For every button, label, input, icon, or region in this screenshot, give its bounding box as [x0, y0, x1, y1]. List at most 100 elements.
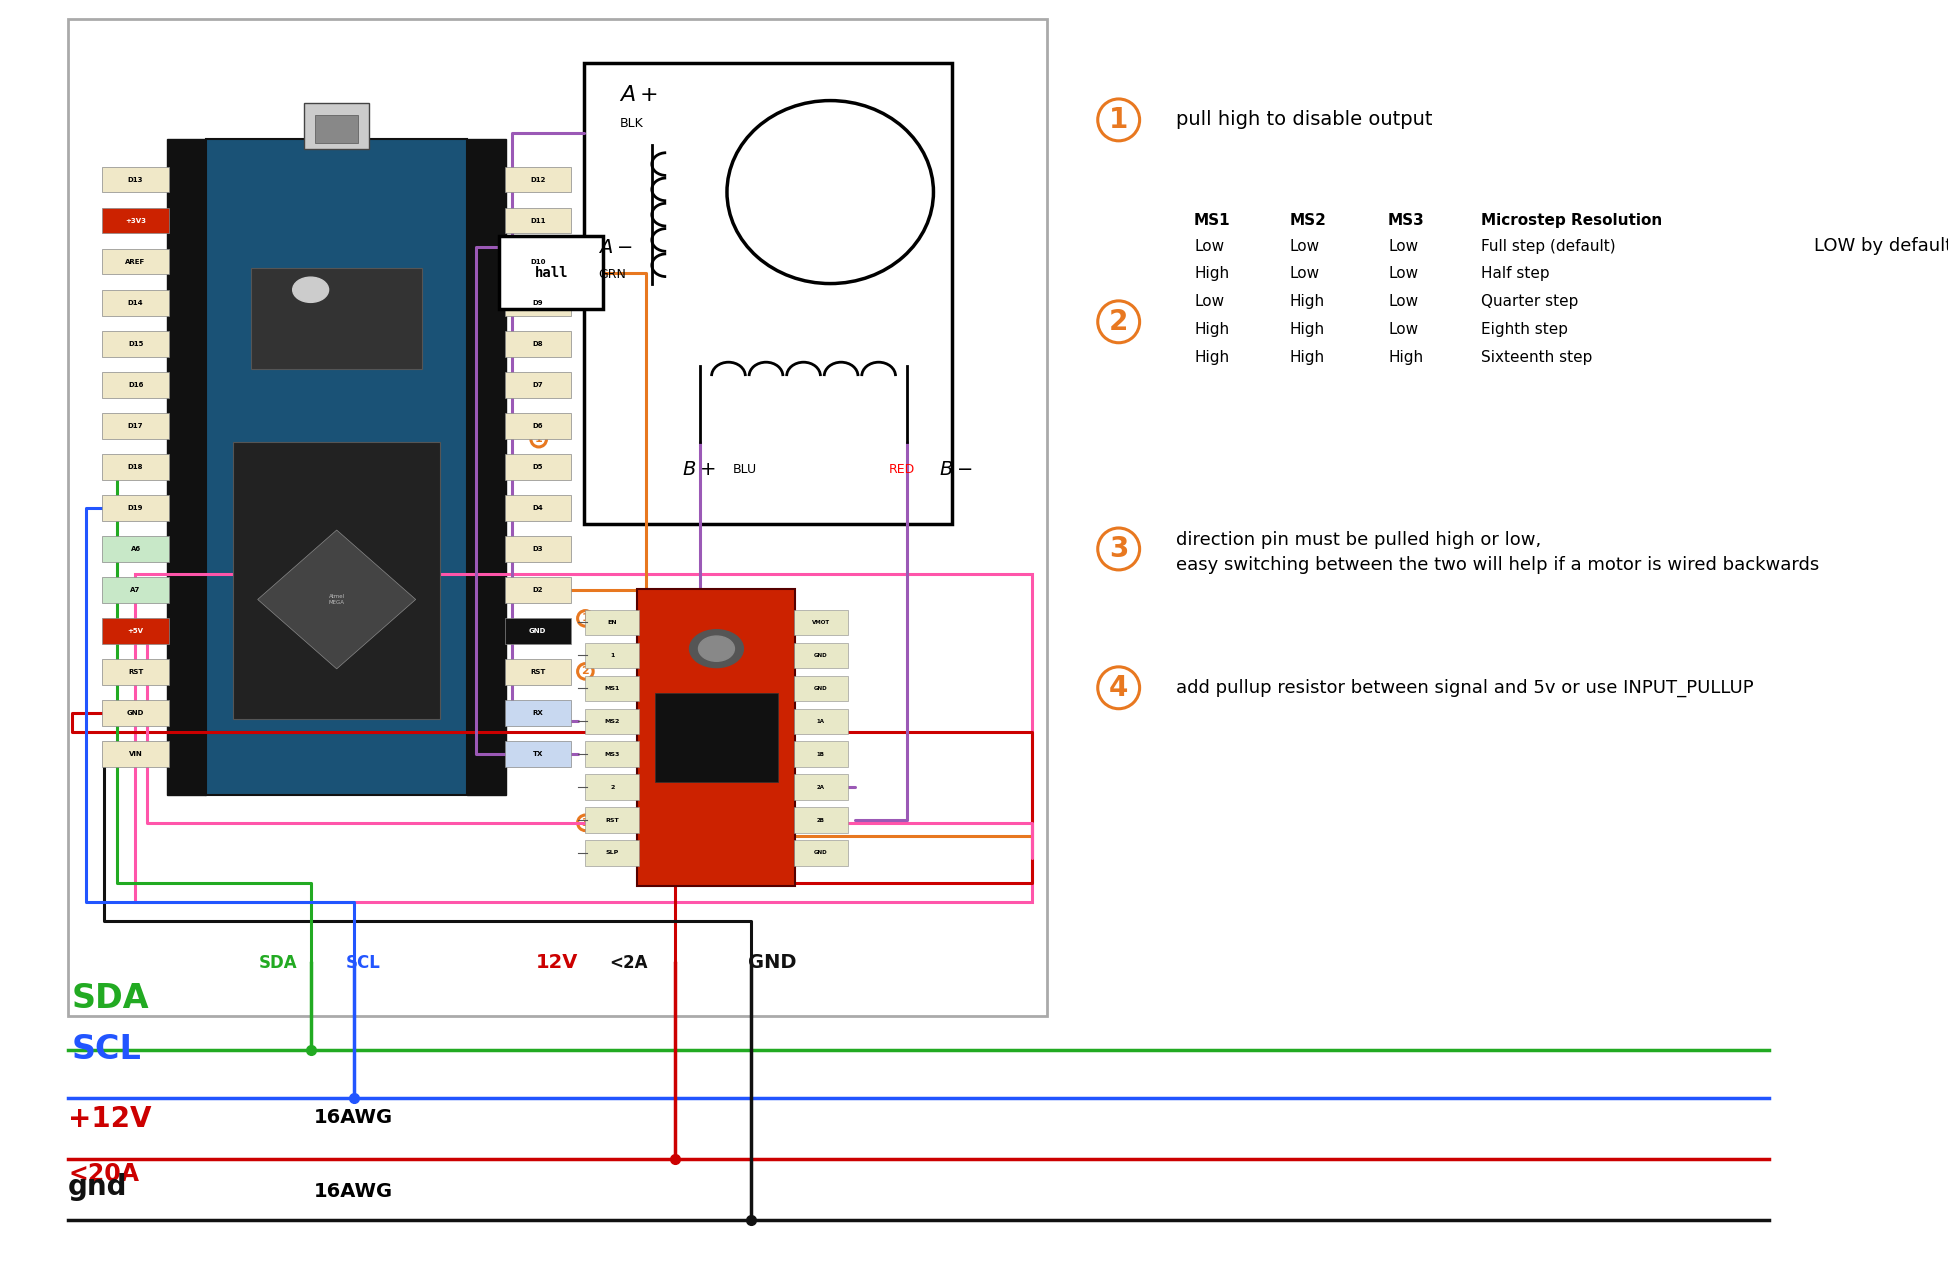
- Text: 16AWG: 16AWG: [314, 1108, 393, 1127]
- FancyBboxPatch shape: [505, 331, 571, 356]
- Text: +12V: +12V: [68, 1106, 152, 1133]
- Text: D8: D8: [532, 341, 543, 347]
- Text: High: High: [1290, 294, 1325, 309]
- FancyBboxPatch shape: [103, 618, 169, 644]
- Text: High: High: [1194, 322, 1229, 337]
- Text: High: High: [1290, 350, 1325, 365]
- Text: High: High: [1290, 322, 1325, 337]
- Text: Low: Low: [1194, 239, 1223, 254]
- FancyBboxPatch shape: [793, 808, 847, 833]
- Text: Sixteenth step: Sixteenth step: [1480, 350, 1592, 365]
- Text: BLU: BLU: [732, 463, 756, 476]
- Text: 2: 2: [1108, 308, 1128, 336]
- Text: AREF: AREF: [125, 259, 146, 265]
- FancyBboxPatch shape: [103, 742, 169, 767]
- Circle shape: [690, 630, 742, 668]
- Polygon shape: [257, 530, 415, 669]
- Text: Low: Low: [1290, 239, 1319, 254]
- Text: MS3: MS3: [604, 752, 619, 757]
- Text: High: High: [1387, 350, 1422, 365]
- Text: D17: D17: [129, 423, 144, 429]
- Text: SDA: SDA: [72, 982, 150, 1015]
- FancyBboxPatch shape: [584, 808, 639, 833]
- Text: RST: RST: [530, 669, 545, 675]
- FancyBboxPatch shape: [468, 139, 506, 795]
- Text: $A-$: $A-$: [598, 237, 631, 257]
- Text: D9: D9: [532, 300, 543, 305]
- Text: TX: TX: [532, 751, 543, 757]
- Text: SDA: SDA: [259, 954, 298, 972]
- Text: Low: Low: [1194, 294, 1223, 309]
- FancyBboxPatch shape: [103, 208, 169, 233]
- Text: D12: D12: [530, 177, 545, 183]
- FancyBboxPatch shape: [793, 642, 847, 668]
- FancyBboxPatch shape: [103, 290, 169, 316]
- Text: GND: GND: [814, 685, 828, 690]
- FancyBboxPatch shape: [793, 775, 847, 800]
- Text: RX: RX: [532, 711, 543, 716]
- Text: <2A: <2A: [610, 954, 647, 972]
- FancyBboxPatch shape: [582, 63, 951, 524]
- FancyBboxPatch shape: [505, 414, 571, 439]
- Text: D6: D6: [532, 423, 543, 429]
- Text: D13: D13: [129, 177, 144, 183]
- Text: SCL: SCL: [72, 1034, 142, 1066]
- Text: +3V3: +3V3: [125, 218, 146, 223]
- Text: $A+$: $A+$: [619, 85, 658, 105]
- Text: 2A: 2A: [816, 785, 824, 790]
- Text: 1A: 1A: [816, 718, 824, 723]
- FancyBboxPatch shape: [793, 610, 847, 635]
- Text: 3: 3: [1108, 535, 1128, 563]
- FancyBboxPatch shape: [584, 708, 639, 733]
- Text: GND: GND: [127, 711, 144, 716]
- FancyBboxPatch shape: [103, 454, 169, 480]
- Text: +5V: +5V: [127, 628, 144, 634]
- Text: add pullup resistor between signal and 5v or use INPUT_PULLUP: add pullup resistor between signal and 5…: [1175, 679, 1753, 697]
- Text: 2: 2: [581, 666, 588, 676]
- Text: pull high to disable output: pull high to disable output: [1175, 110, 1432, 130]
- Text: GND: GND: [814, 851, 828, 856]
- Text: MS2: MS2: [604, 718, 619, 723]
- FancyBboxPatch shape: [505, 618, 571, 644]
- FancyBboxPatch shape: [505, 208, 571, 233]
- FancyBboxPatch shape: [584, 742, 639, 767]
- Text: $B+$: $B+$: [682, 459, 715, 480]
- Text: BLK: BLK: [619, 117, 643, 130]
- Text: SCL: SCL: [345, 954, 380, 972]
- FancyBboxPatch shape: [103, 331, 169, 356]
- FancyBboxPatch shape: [505, 700, 571, 726]
- FancyBboxPatch shape: [505, 290, 571, 316]
- FancyBboxPatch shape: [505, 659, 571, 684]
- FancyBboxPatch shape: [505, 454, 571, 480]
- Text: D14: D14: [129, 300, 144, 305]
- FancyBboxPatch shape: [103, 536, 169, 562]
- FancyBboxPatch shape: [793, 708, 847, 733]
- Text: A7: A7: [131, 587, 140, 593]
- FancyBboxPatch shape: [793, 840, 847, 866]
- FancyBboxPatch shape: [655, 693, 777, 782]
- Text: High: High: [1194, 266, 1229, 281]
- Text: D10: D10: [530, 259, 545, 265]
- Text: GRN: GRN: [598, 269, 625, 281]
- FancyBboxPatch shape: [103, 495, 169, 520]
- FancyBboxPatch shape: [68, 19, 1046, 1016]
- Text: D19: D19: [129, 505, 144, 511]
- Text: $B-$: $B-$: [939, 459, 972, 480]
- Text: LOW by default: LOW by default: [1814, 237, 1948, 255]
- Text: 1B: 1B: [816, 752, 824, 757]
- Text: Low: Low: [1387, 322, 1418, 337]
- Text: Low: Low: [1387, 239, 1418, 254]
- FancyBboxPatch shape: [103, 578, 169, 603]
- FancyBboxPatch shape: [505, 742, 571, 767]
- Text: MS1: MS1: [604, 685, 619, 690]
- Text: 3: 3: [581, 818, 588, 828]
- FancyBboxPatch shape: [584, 675, 639, 700]
- FancyBboxPatch shape: [584, 775, 639, 800]
- FancyBboxPatch shape: [103, 250, 169, 275]
- Text: Low: Low: [1387, 266, 1418, 281]
- FancyBboxPatch shape: [584, 642, 639, 668]
- Text: High: High: [1194, 350, 1229, 365]
- Circle shape: [697, 636, 734, 661]
- Text: VMOT: VMOT: [810, 620, 830, 625]
- Text: Low: Low: [1290, 266, 1319, 281]
